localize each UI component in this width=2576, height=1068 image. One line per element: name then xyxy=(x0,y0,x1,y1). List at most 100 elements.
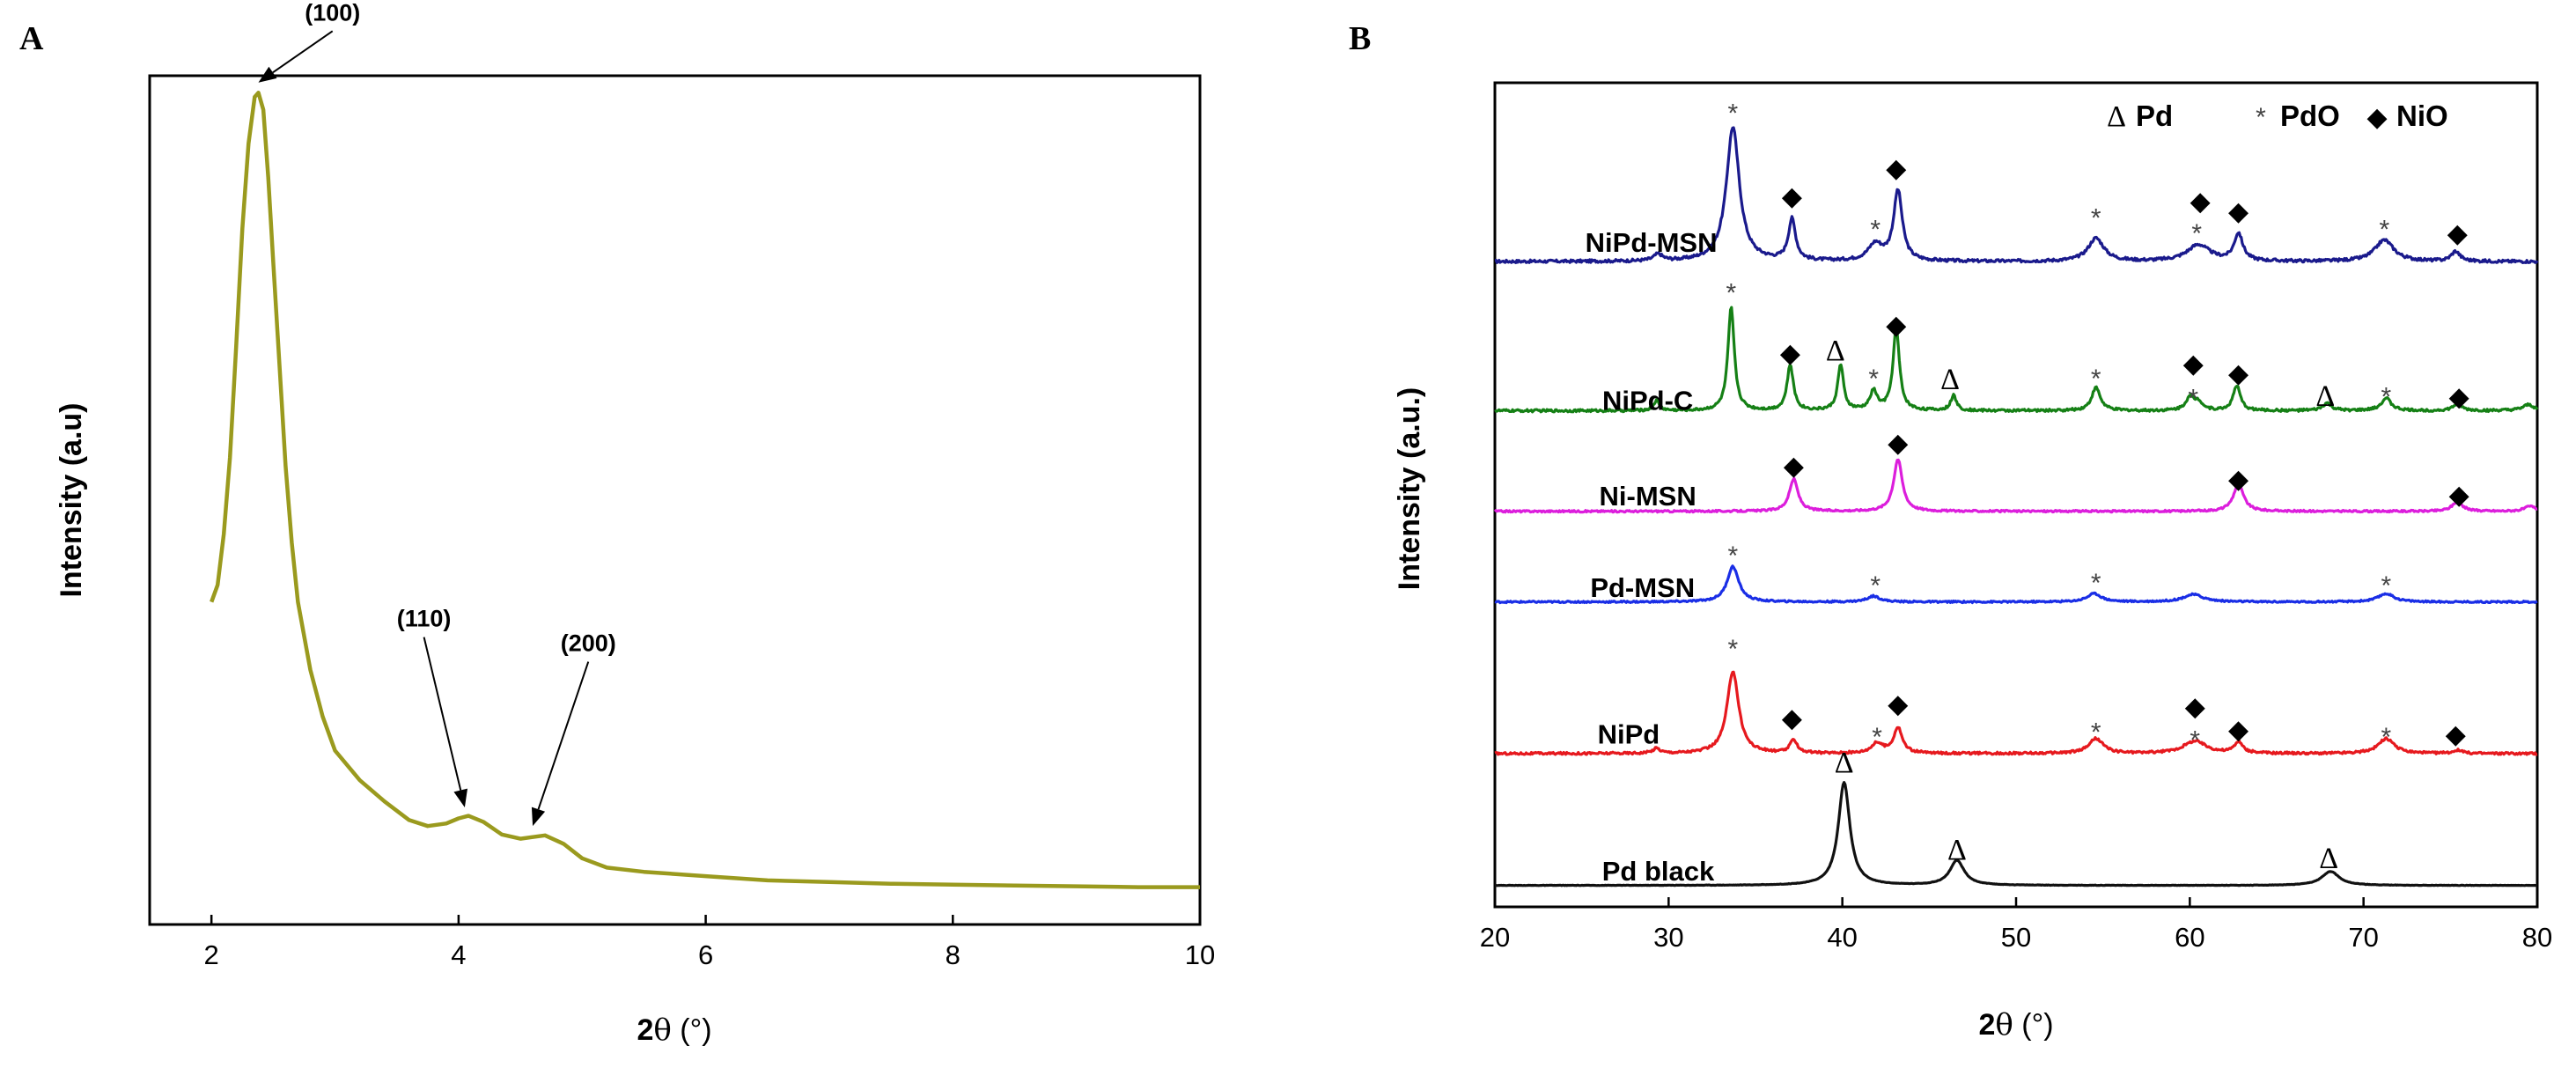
legend-pdo-label: PdO xyxy=(2280,99,2340,132)
panel-b-x-tick-label-70: 70 xyxy=(2348,922,2378,953)
nio-marker-7: ◆ xyxy=(2228,197,2248,226)
pdo-marker-13: * xyxy=(1868,365,1879,394)
nio-marker-36: ◆ xyxy=(2185,692,2205,721)
xrd-series-nipd xyxy=(1494,670,2538,756)
panel-a-chart: 2 4 6 8 10 (100) (110) (200) Intensity (a.u) 2… xyxy=(55,0,1215,1048)
nio-marker-14: ◆ xyxy=(1886,311,1906,340)
nio-marker-24: ◆ xyxy=(1888,429,1908,458)
xrd-series-nipd-c xyxy=(1494,306,2539,414)
panel-a-x-tick-label-2: 2 xyxy=(204,939,219,970)
pdo-marker-29: * xyxy=(2091,569,2101,598)
panel-b-x-tick-label-40: 40 xyxy=(1827,922,1857,953)
pd-marker-20: Δ xyxy=(2315,379,2335,412)
pdo-marker-4: * xyxy=(2091,203,2101,232)
panel-b-x-axis-title: 2θ (°) xyxy=(1978,1007,2053,1042)
nio-marker-23: ◆ xyxy=(1784,452,1804,481)
pd-marker-41: Δ xyxy=(1835,747,1854,779)
peak-label-110-arrow-head xyxy=(453,788,468,807)
panel-a-x-ticks: 2 4 6 8 10 xyxy=(204,915,1215,970)
legend-pdo-symbol: * xyxy=(2256,103,2266,132)
panel-a-series xyxy=(210,91,1200,889)
pdo-marker-30: * xyxy=(2381,571,2391,600)
pdo-marker-37: * xyxy=(2190,726,2200,755)
legend-nio-symbol: ◆ xyxy=(2366,103,2387,132)
panel-b-x-tick-label-20: 20 xyxy=(1480,922,1510,953)
panel-b-legend: Δ Pd * PdO ◆ NiO xyxy=(2107,99,2448,133)
panel-a-plot-frame xyxy=(148,74,1202,926)
panel-a-peak-annotations: (100) (110) (200) xyxy=(258,0,616,827)
peak-label-100-arrow-head xyxy=(258,66,277,83)
peak-label-110-arrow-line xyxy=(423,637,462,791)
panel-b-series-labels: NiPd-MSN NiPd-C Ni-MSN Pd-MSN NiPd Pd black xyxy=(1586,227,1718,887)
xrd-series-ni-msn xyxy=(1493,458,2538,514)
nio-marker-17: ◆ xyxy=(2183,350,2204,379)
pdo-marker-33: * xyxy=(1872,723,1882,752)
nio-marker-11: ◆ xyxy=(1780,339,1800,368)
pdo-marker-8: * xyxy=(2380,215,2390,244)
xrd-series-pd-black xyxy=(1494,781,2538,888)
legend-pd-label: Pd xyxy=(2136,99,2173,132)
peak-label-110: (110) xyxy=(397,606,452,632)
series-label-pd-black: Pd black xyxy=(1602,856,1715,887)
pdo-marker-21: * xyxy=(2381,382,2391,411)
nio-marker-3: ◆ xyxy=(1886,154,1906,183)
pdo-marker-6: * xyxy=(2191,219,2202,248)
pdo-marker-18: * xyxy=(2188,384,2198,413)
peak-label-200-arrow-line xyxy=(537,661,590,810)
nio-marker-26: ◆ xyxy=(2449,481,2469,510)
pdo-marker-28: * xyxy=(1870,571,1880,600)
nio-marker-32: ◆ xyxy=(1782,703,1802,733)
panel-b-series xyxy=(1493,126,2539,888)
pdo-marker-2: * xyxy=(1870,215,1880,244)
nio-marker-19: ◆ xyxy=(2228,359,2248,388)
series-label-nipd-c: NiPd-C xyxy=(1602,386,1693,416)
pd-marker-42: Δ xyxy=(1947,834,1967,866)
peak-label-200-arrow-head xyxy=(531,807,546,827)
panel-b-x-ticks: 20 30 40 50 60 70 80 xyxy=(1480,897,2552,953)
panel-b-letter: B xyxy=(1349,20,1371,57)
panel-a-x-tick-label-10: 10 xyxy=(1185,939,1215,970)
pd-marker-12: Δ xyxy=(1826,335,1845,367)
panel-b-y-axis-title: Intensity (a.u.) xyxy=(1393,387,1426,590)
panel-b-x-tick-label-30: 30 xyxy=(1653,922,1683,953)
panel-a-letter: A xyxy=(19,20,44,57)
nio-marker-1: ◆ xyxy=(1782,182,1802,211)
panel-a-x-tick-label-4: 4 xyxy=(451,939,466,970)
panel-a-y-axis-title: Intensity (a.u) xyxy=(55,402,88,597)
nio-marker-9: ◆ xyxy=(2447,219,2468,248)
pdo-marker-27: * xyxy=(1728,541,1739,571)
xrd-series-nipd-msn xyxy=(1494,126,2539,264)
nio-marker-22: ◆ xyxy=(2449,382,2469,411)
nio-marker-40: ◆ xyxy=(2446,720,2466,749)
pdo-marker-35: * xyxy=(2091,718,2101,747)
pdo-marker-31: * xyxy=(1728,635,1739,664)
nio-marker-34: ◆ xyxy=(1888,690,1908,719)
nio-marker-25: ◆ xyxy=(2228,465,2248,494)
pd-marker-15: Δ xyxy=(1940,364,1960,396)
legend-nio-label: NiO xyxy=(2396,99,2448,132)
legend-pd-symbol: Δ xyxy=(2107,100,2126,133)
panel-b-peak-markers: *◆*◆*◆*◆* ◆*◆ Δ*◆Δ *◆*◆Δ * ◆◆◆◆◆** * **◆*◆*◆* ◆ *… xyxy=(1726,99,2469,874)
pdo-marker-39: * xyxy=(2381,723,2391,752)
nio-marker-38: ◆ xyxy=(2228,716,2248,745)
panel-b-chart: 20 30 40 50 60 70 80 NiPd-MSN NiPd-C Ni-MSN Pd-MS… xyxy=(1393,81,2552,1042)
series-label-ni-msn: Ni-MSN xyxy=(1600,481,1696,512)
peak-label-200: (200) xyxy=(561,630,616,657)
pd-marker-43: Δ xyxy=(2319,842,2338,874)
panel-b-x-tick-label-50: 50 xyxy=(2001,922,2031,953)
pdo-marker-10: * xyxy=(1726,278,1737,307)
panel-a-x-axis-title: 2θ (°) xyxy=(637,1013,711,1048)
pdo-marker-16: * xyxy=(2091,365,2101,394)
panel-a-series-saxs-pattern xyxy=(210,91,1200,889)
panel-b-x-tick-label-80: 80 xyxy=(2522,922,2552,953)
pdo-marker-0: * xyxy=(1728,99,1739,128)
panel-a-x-tick-label-8: 8 xyxy=(946,939,960,970)
series-label-nipd-msn: NiPd-MSN xyxy=(1586,227,1718,258)
panel-a-x-tick-label-6: 6 xyxy=(698,939,713,970)
nio-marker-5: ◆ xyxy=(2190,188,2211,217)
xrd-series-pd-msn xyxy=(1494,564,2538,605)
panel-b-x-tick-label-60: 60 xyxy=(2175,922,2204,953)
series-label-pd-msn: Pd-MSN xyxy=(1590,572,1695,603)
peak-label-100: (100) xyxy=(305,0,360,26)
